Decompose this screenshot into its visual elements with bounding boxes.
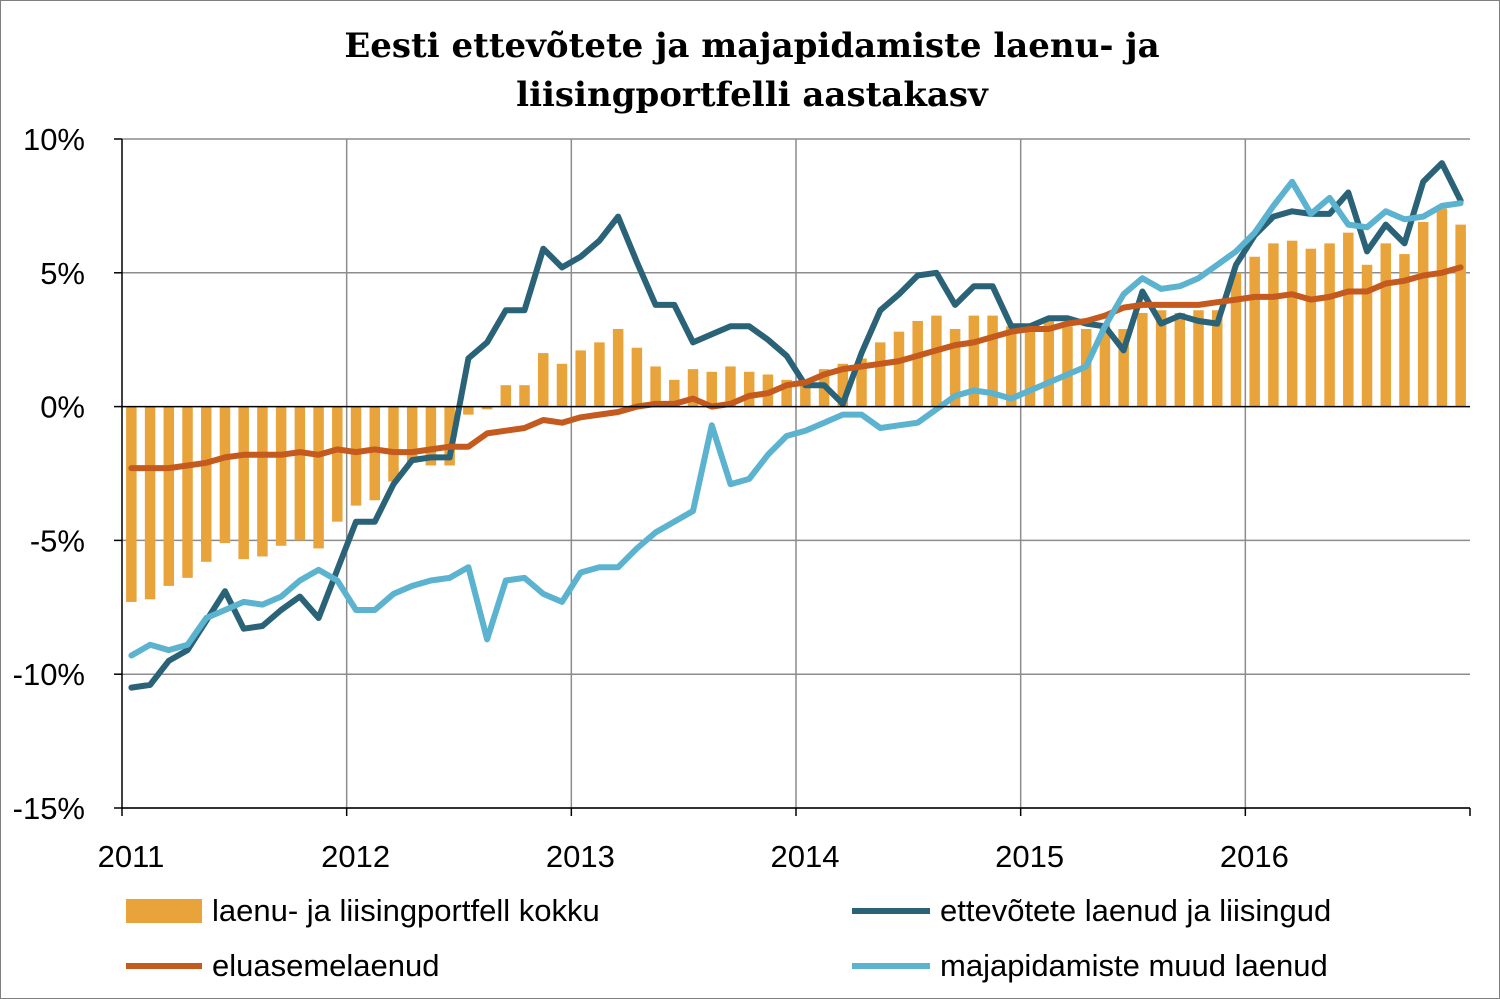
bar	[144, 406, 156, 600]
bar	[1118, 328, 1129, 407]
bar	[126, 406, 137, 602]
bar	[1043, 320, 1054, 407]
series-line-2	[128, 178, 1464, 659]
bar	[1062, 326, 1073, 407]
bar	[182, 406, 193, 578]
bar	[332, 406, 343, 522]
legend-swatch-bars	[126, 899, 202, 923]
bar	[1286, 240, 1298, 407]
bar	[1455, 224, 1466, 407]
bar	[163, 406, 175, 586]
bar	[669, 379, 680, 407]
legend-label-series-2: majapidamiste muud laenud	[940, 948, 1328, 983]
bar	[687, 369, 699, 407]
axes	[114, 138, 1471, 816]
bar	[594, 342, 605, 407]
bar	[1324, 243, 1335, 407]
bar	[1230, 272, 1242, 407]
bar	[406, 406, 418, 463]
x-tick-label: 2013	[546, 839, 615, 874]
x-tick-labels: 2011 2012 2013 2014 2015 2016	[98, 839, 1289, 874]
bar	[313, 406, 324, 549]
bar	[201, 406, 212, 562]
y-tick-label: 10%	[23, 122, 85, 157]
bar	[1006, 326, 1017, 407]
bar	[500, 385, 512, 407]
y-tick-label: -15%	[13, 791, 85, 826]
bar	[1137, 312, 1148, 407]
legend-label-bars: laenu- ja liisingportfell kokku	[212, 893, 600, 928]
gridlines	[122, 138, 1470, 809]
bar	[1155, 310, 1167, 407]
bar	[912, 320, 923, 407]
y-tick-label: -5%	[30, 523, 85, 558]
bar	[893, 331, 905, 407]
bar	[275, 406, 287, 546]
bar	[1024, 331, 1036, 407]
bar	[781, 379, 792, 407]
bar	[238, 406, 249, 560]
bar	[987, 315, 998, 407]
y-tick-label: 0%	[40, 390, 85, 425]
bar	[219, 406, 231, 544]
y-tick-label: 5%	[40, 256, 85, 291]
bar	[1399, 254, 1410, 407]
bar	[856, 358, 867, 407]
bar	[575, 350, 586, 407]
bar	[1099, 323, 1111, 407]
bar	[650, 366, 661, 407]
bar	[1436, 208, 1448, 407]
series-line-0	[128, 160, 1464, 691]
bar	[538, 353, 549, 407]
x-tick-label: 2015	[995, 839, 1064, 874]
bar	[1193, 310, 1204, 407]
x-tick-label: 2014	[771, 839, 840, 874]
bar	[837, 363, 849, 407]
bar	[1174, 312, 1186, 407]
bar	[1249, 256, 1260, 407]
bar	[1417, 221, 1429, 407]
y-tick-label: -10%	[13, 657, 85, 692]
bar	[257, 406, 268, 557]
bar	[388, 406, 399, 482]
bar	[1305, 248, 1317, 407]
bar	[949, 328, 961, 407]
bar	[350, 406, 362, 506]
y-tick-labels: 10% 5% 0% -5% -10% -15%	[13, 122, 85, 826]
legend-label-series-0: ettevõtete laenud ja liisingud	[940, 893, 1331, 928]
bar	[631, 347, 643, 407]
bar	[1212, 310, 1223, 407]
legend: laenu- ja liisingportfell kokku ettevõte…	[126, 893, 1331, 983]
bar	[294, 406, 306, 541]
bar	[612, 328, 624, 407]
bar	[444, 406, 455, 466]
bar	[1343, 232, 1354, 407]
bar	[1361, 264, 1373, 407]
bar	[481, 406, 493, 410]
x-tick-label: 2011	[98, 839, 165, 874]
bar	[519, 385, 530, 407]
chart-title-line-1: Eesti ettevõtete ja majapidamiste laenu-…	[344, 26, 1159, 66]
bar	[556, 363, 568, 407]
bar	[463, 406, 474, 415]
x-tick-label: 2012	[321, 839, 390, 874]
bar	[968, 315, 980, 407]
bar	[931, 315, 942, 407]
bar	[706, 371, 717, 407]
chart-title-line-2: liisingportfelli aastakasv	[516, 75, 989, 115]
bar	[1268, 243, 1279, 407]
legend-label-series-1: eluasemelaenud	[212, 948, 440, 983]
series-line-1	[128, 264, 1464, 472]
bar	[1380, 243, 1391, 407]
bar	[800, 385, 811, 407]
line-series-group	[128, 160, 1464, 691]
bar	[425, 406, 437, 466]
bar	[725, 366, 736, 407]
bar	[875, 342, 886, 407]
x-tick-label: 2016	[1220, 839, 1289, 874]
bar	[743, 371, 755, 407]
bar	[369, 406, 380, 501]
